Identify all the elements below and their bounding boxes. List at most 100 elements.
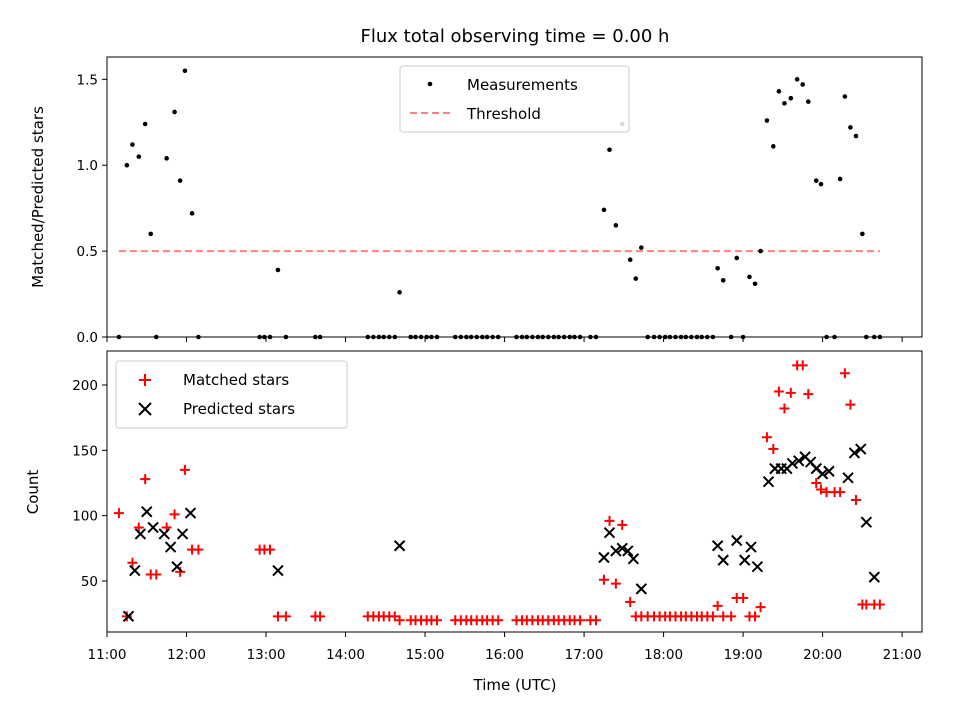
bottom-y-tick-label: 200 [72, 378, 98, 394]
predicted-star-point [158, 528, 170, 540]
measurement-point [805, 99, 811, 104]
top-y-tick-label: 0.5 [77, 244, 98, 260]
predicted-star-point [627, 553, 640, 565]
measurement-point [130, 142, 135, 147]
bottom-y-axis: 50 100 150 200 [72, 378, 107, 590]
matched-star-point [179, 464, 190, 475]
matched-star-point [773, 386, 784, 397]
predicted-star-point [134, 528, 147, 540]
measurement-point [164, 156, 169, 161]
measurement-point [764, 118, 770, 123]
chart-title: Flux total observing time = 0.00 h [361, 26, 670, 47]
matched-star-point [598, 574, 609, 585]
measurement-point [177, 178, 183, 183]
predicted-star-point [745, 541, 757, 553]
bottom-y-tick-label: 150 [72, 443, 98, 459]
matched-star-point [280, 611, 291, 622]
measurement-point [639, 245, 644, 250]
predicted-stars-layer [122, 443, 881, 623]
predicted-star-point [635, 583, 648, 595]
measurement-point [142, 121, 148, 127]
measurement-point [794, 77, 800, 82]
matched-star-point [712, 600, 723, 611]
legend-matched-marker [139, 374, 151, 386]
measurement-point [747, 274, 752, 280]
predicted-star-point [272, 564, 284, 577]
predicted-star-point [711, 540, 724, 552]
predicted-star-point [147, 521, 159, 534]
top-legend: Measurements Threshold [399, 65, 630, 133]
matched-star-point [315, 611, 326, 622]
x-tick-label: 17:00 [565, 647, 604, 663]
predicted-star-point [164, 541, 177, 553]
matched-star-point [140, 474, 151, 485]
predicted-star-point [823, 465, 835, 477]
predicted-star-point [141, 506, 153, 518]
predicted-star-point [598, 551, 610, 564]
bottom-y-axis-label: Count [24, 470, 42, 515]
predicted-star-point [717, 554, 729, 566]
measurement-point [124, 162, 130, 168]
predicted-star-point [171, 560, 183, 573]
top-panel: 0.0 0.5 1.0 1.5 Matched/Predicted stars Mea… [29, 56, 923, 346]
matched-star-point [604, 515, 615, 526]
measurement-point [613, 223, 619, 228]
predicted-star-point [603, 526, 616, 539]
matched-star-point [785, 387, 796, 398]
matched-star-point [761, 432, 772, 443]
top-plot-frame [106, 56, 923, 338]
matched-star-point [575, 615, 586, 626]
matched-star-point [193, 544, 204, 555]
matched-star-point [127, 557, 138, 568]
measurement-point [788, 95, 794, 101]
matched-star-point [845, 399, 856, 410]
bottom-y-tick-label: 50 [81, 574, 98, 590]
matched-star-point [394, 615, 405, 626]
measurements-layer [116, 68, 883, 340]
predicted-star-point [610, 545, 622, 557]
matched-star-point [839, 368, 850, 379]
matched-star-point [779, 403, 790, 414]
x-tick-label: 12:00 [167, 647, 206, 663]
matched-star-point [707, 611, 718, 622]
measurement-point [397, 290, 402, 295]
bottom-legend: Matched stars Predicted stars [115, 360, 348, 429]
measurement-point [776, 89, 782, 94]
legend-matched-label: Matched stars [183, 371, 289, 389]
x-tick-label: 20:00 [803, 647, 842, 663]
matched-star-point [811, 478, 822, 489]
measurement-point [842, 94, 848, 99]
matched-star-point [610, 578, 621, 589]
matched-star-point [625, 596, 636, 607]
predicted-star-point [762, 475, 775, 488]
top-legend-box [399, 65, 630, 133]
measurement-point [189, 211, 195, 216]
matched-star-point [816, 484, 827, 495]
x-tick-label: 14:00 [326, 647, 365, 663]
matched-star-point [755, 602, 766, 613]
bottom-plot-frame [106, 350, 923, 633]
x-tick-label: 21:00 [883, 647, 922, 663]
predicted-star-point [176, 528, 189, 540]
predicted-star-point [868, 571, 881, 583]
predicted-star-point [751, 560, 764, 573]
top-y-tick-label: 0.0 [77, 330, 98, 346]
matched-star-point [797, 360, 808, 371]
measurement-point [633, 276, 639, 281]
measurement-point [813, 178, 819, 183]
measurement-point [837, 176, 843, 182]
measurement-point [275, 267, 281, 273]
matched-stars-layer [113, 360, 885, 626]
predicted-star-point [738, 554, 751, 566]
measurement-point [720, 278, 726, 283]
predicted-star-point [393, 540, 406, 552]
top-y-tick-label: 1.0 [77, 158, 98, 174]
predicted-star-point [122, 610, 135, 623]
predicted-star-point [860, 516, 873, 528]
predicted-star-point [793, 455, 805, 467]
measurement-point [734, 255, 740, 261]
measurement-point [136, 154, 142, 159]
matched-star-point [431, 615, 442, 626]
measurement-point [853, 133, 859, 139]
measurement-point [715, 265, 720, 271]
